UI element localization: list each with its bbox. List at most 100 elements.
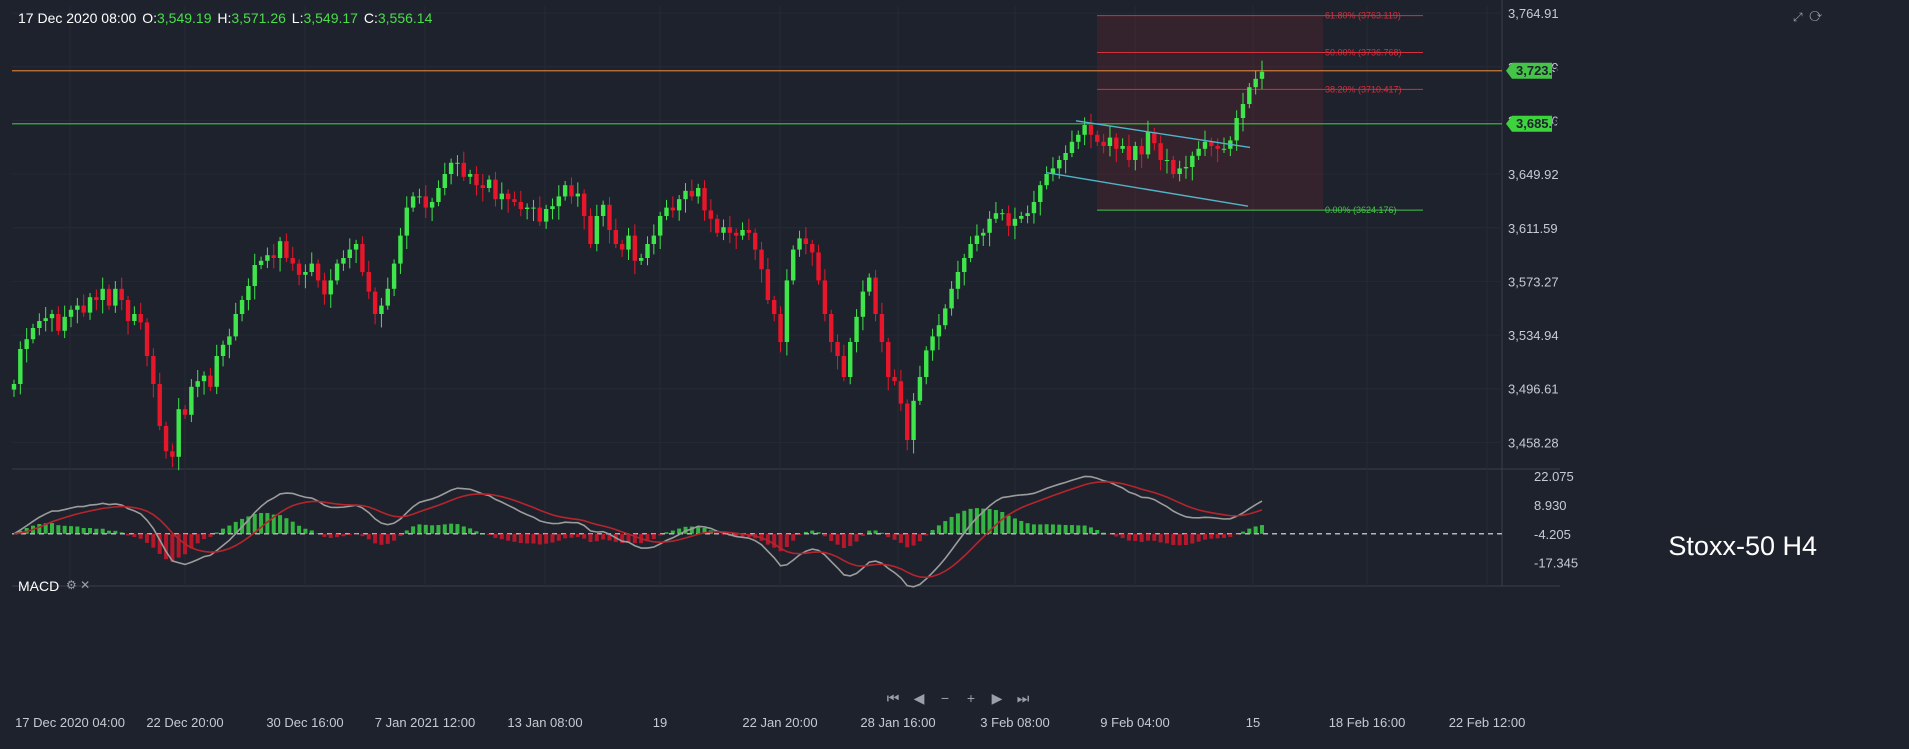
channel-lines[interactable] — [1045, 120, 1251, 207]
macd-histogram-bar — [88, 527, 93, 534]
macd-histogram-bar — [664, 532, 669, 534]
candle-body — [645, 244, 650, 258]
candle-body — [258, 260, 264, 265]
candle-body — [1171, 160, 1176, 174]
macd-histogram-bar — [537, 533, 542, 545]
macd-histogram-bar — [252, 513, 257, 534]
candle-body — [1240, 104, 1246, 118]
signal-line — [13, 481, 1263, 579]
price-tag — [1506, 115, 1552, 132]
candle-body — [1177, 168, 1182, 174]
macd-histogram-bar — [455, 524, 460, 534]
zoom-in-icon[interactable]: + — [966, 690, 976, 706]
horizontal-lines[interactable] — [12, 70, 1502, 125]
candle-body — [81, 305, 86, 313]
macd-histogram-bar — [791, 533, 796, 541]
candle-body — [695, 188, 701, 197]
candle-body — [455, 162, 460, 164]
close-icon[interactable]: ✕ — [80, 578, 91, 592]
candle-body — [626, 235, 631, 250]
candle-body — [765, 269, 771, 300]
candle-body — [613, 230, 619, 244]
macd-histogram-bar — [987, 508, 992, 534]
macd-histogram-bar — [119, 532, 124, 534]
close-value: 3,556.14 — [377, 10, 433, 26]
macd-histogram-bar — [892, 533, 897, 540]
candle-body — [208, 375, 213, 387]
macd-histogram-bar — [1196, 533, 1201, 542]
macd-tick-label: 22.075 — [1534, 469, 1574, 484]
candle-body — [1095, 134, 1100, 142]
time-tick-label: 22 Dec 20:00 — [146, 715, 223, 730]
fibonacci-retracement[interactable]: 61.80% (3763.119) 50.00% (3736.768) 38.20%… — [1097, 11, 1423, 216]
scroll-right-icon[interactable]: ▶ — [991, 690, 1003, 706]
candle-body — [1145, 132, 1151, 155]
macd-histogram-bar — [417, 524, 422, 534]
time-tick-label: 13 Jan 08:00 — [507, 715, 582, 730]
macd-histogram-bar — [873, 530, 878, 534]
macd-histogram-bar — [1076, 525, 1081, 534]
macd-histogram-bar — [651, 533, 656, 540]
gear-icon[interactable]: ⚙ — [66, 578, 77, 592]
candle-body — [676, 199, 682, 211]
candle-body — [170, 451, 175, 457]
candle-body — [797, 238, 802, 250]
macd-histogram-bar — [493, 533, 498, 538]
fib-level-label: 50.00% (3736.768) — [1325, 48, 1402, 58]
macd-histogram-bar — [1050, 524, 1055, 534]
jump-start-icon[interactable]: ⏮ — [886, 690, 900, 706]
candle-body — [841, 356, 847, 377]
candle-body — [1082, 125, 1087, 135]
candle-body — [657, 216, 663, 236]
macd-histogram-bar — [423, 524, 428, 534]
candle-body — [854, 316, 859, 342]
channel-lower — [1045, 171, 1249, 207]
candle-body — [372, 291, 378, 314]
candle-body — [943, 308, 948, 326]
macd-histogram-bar — [1152, 533, 1157, 541]
candle-body — [486, 179, 492, 188]
expand-icon[interactable]: ⤢ — [1793, 10, 1803, 24]
low-label: L: — [291, 10, 304, 26]
macd-histogram-bar — [309, 530, 314, 534]
candle-body — [189, 386, 194, 415]
macd-histogram-bar — [56, 525, 61, 534]
candle-body — [537, 207, 543, 222]
candle-body — [556, 196, 562, 207]
macd-histogram-bar — [347, 533, 352, 536]
macd-histogram-bar — [81, 527, 86, 534]
macd-histogram-bar — [734, 533, 739, 538]
macd-histogram-bar — [905, 533, 910, 548]
macd-histogram-bar — [62, 525, 67, 534]
macd-histogram-bar — [398, 533, 403, 536]
candle-body — [835, 342, 840, 356]
candle-body — [239, 300, 245, 314]
candle-body — [227, 336, 232, 345]
jump-end-icon[interactable]: ⏭ — [1016, 690, 1030, 706]
price-tag — [1506, 62, 1552, 79]
macd-histogram-bar — [1177, 533, 1182, 546]
macd-histogram-bar — [227, 525, 232, 534]
fib-level-label: 0.00% (3624.176) — [1325, 205, 1397, 215]
scroll-left-icon[interactable]: ◀ — [913, 690, 925, 706]
macd-histogram-bar — [1120, 533, 1125, 539]
macd-histogram-bar — [886, 533, 891, 538]
macd-histogram-bar — [233, 521, 238, 534]
price-tick-label: 3,458.28 — [1508, 435, 1559, 450]
zoom-out-icon[interactable]: − — [940, 690, 950, 706]
macd-histogram-bar — [879, 532, 884, 534]
fib-zone — [1097, 15, 1323, 211]
candle-body — [43, 318, 48, 321]
candle-body — [1025, 213, 1030, 216]
macd-histogram-bar — [689, 526, 694, 534]
macd-histogram-bar — [1139, 533, 1144, 542]
macd-histogram-bar — [12, 533, 16, 535]
macd-histogram-bar — [373, 533, 378, 544]
macd-histogram-bar — [822, 533, 827, 537]
candle-body — [379, 305, 384, 314]
macd-histogram-bar — [575, 533, 580, 538]
refresh-icon[interactable]: ⟳ — [1809, 10, 1823, 24]
candle-body — [138, 314, 143, 323]
ohlc-header: 17 Dec 2020 08:00 O:3,549.19 H:3,571.26 … — [18, 10, 432, 26]
